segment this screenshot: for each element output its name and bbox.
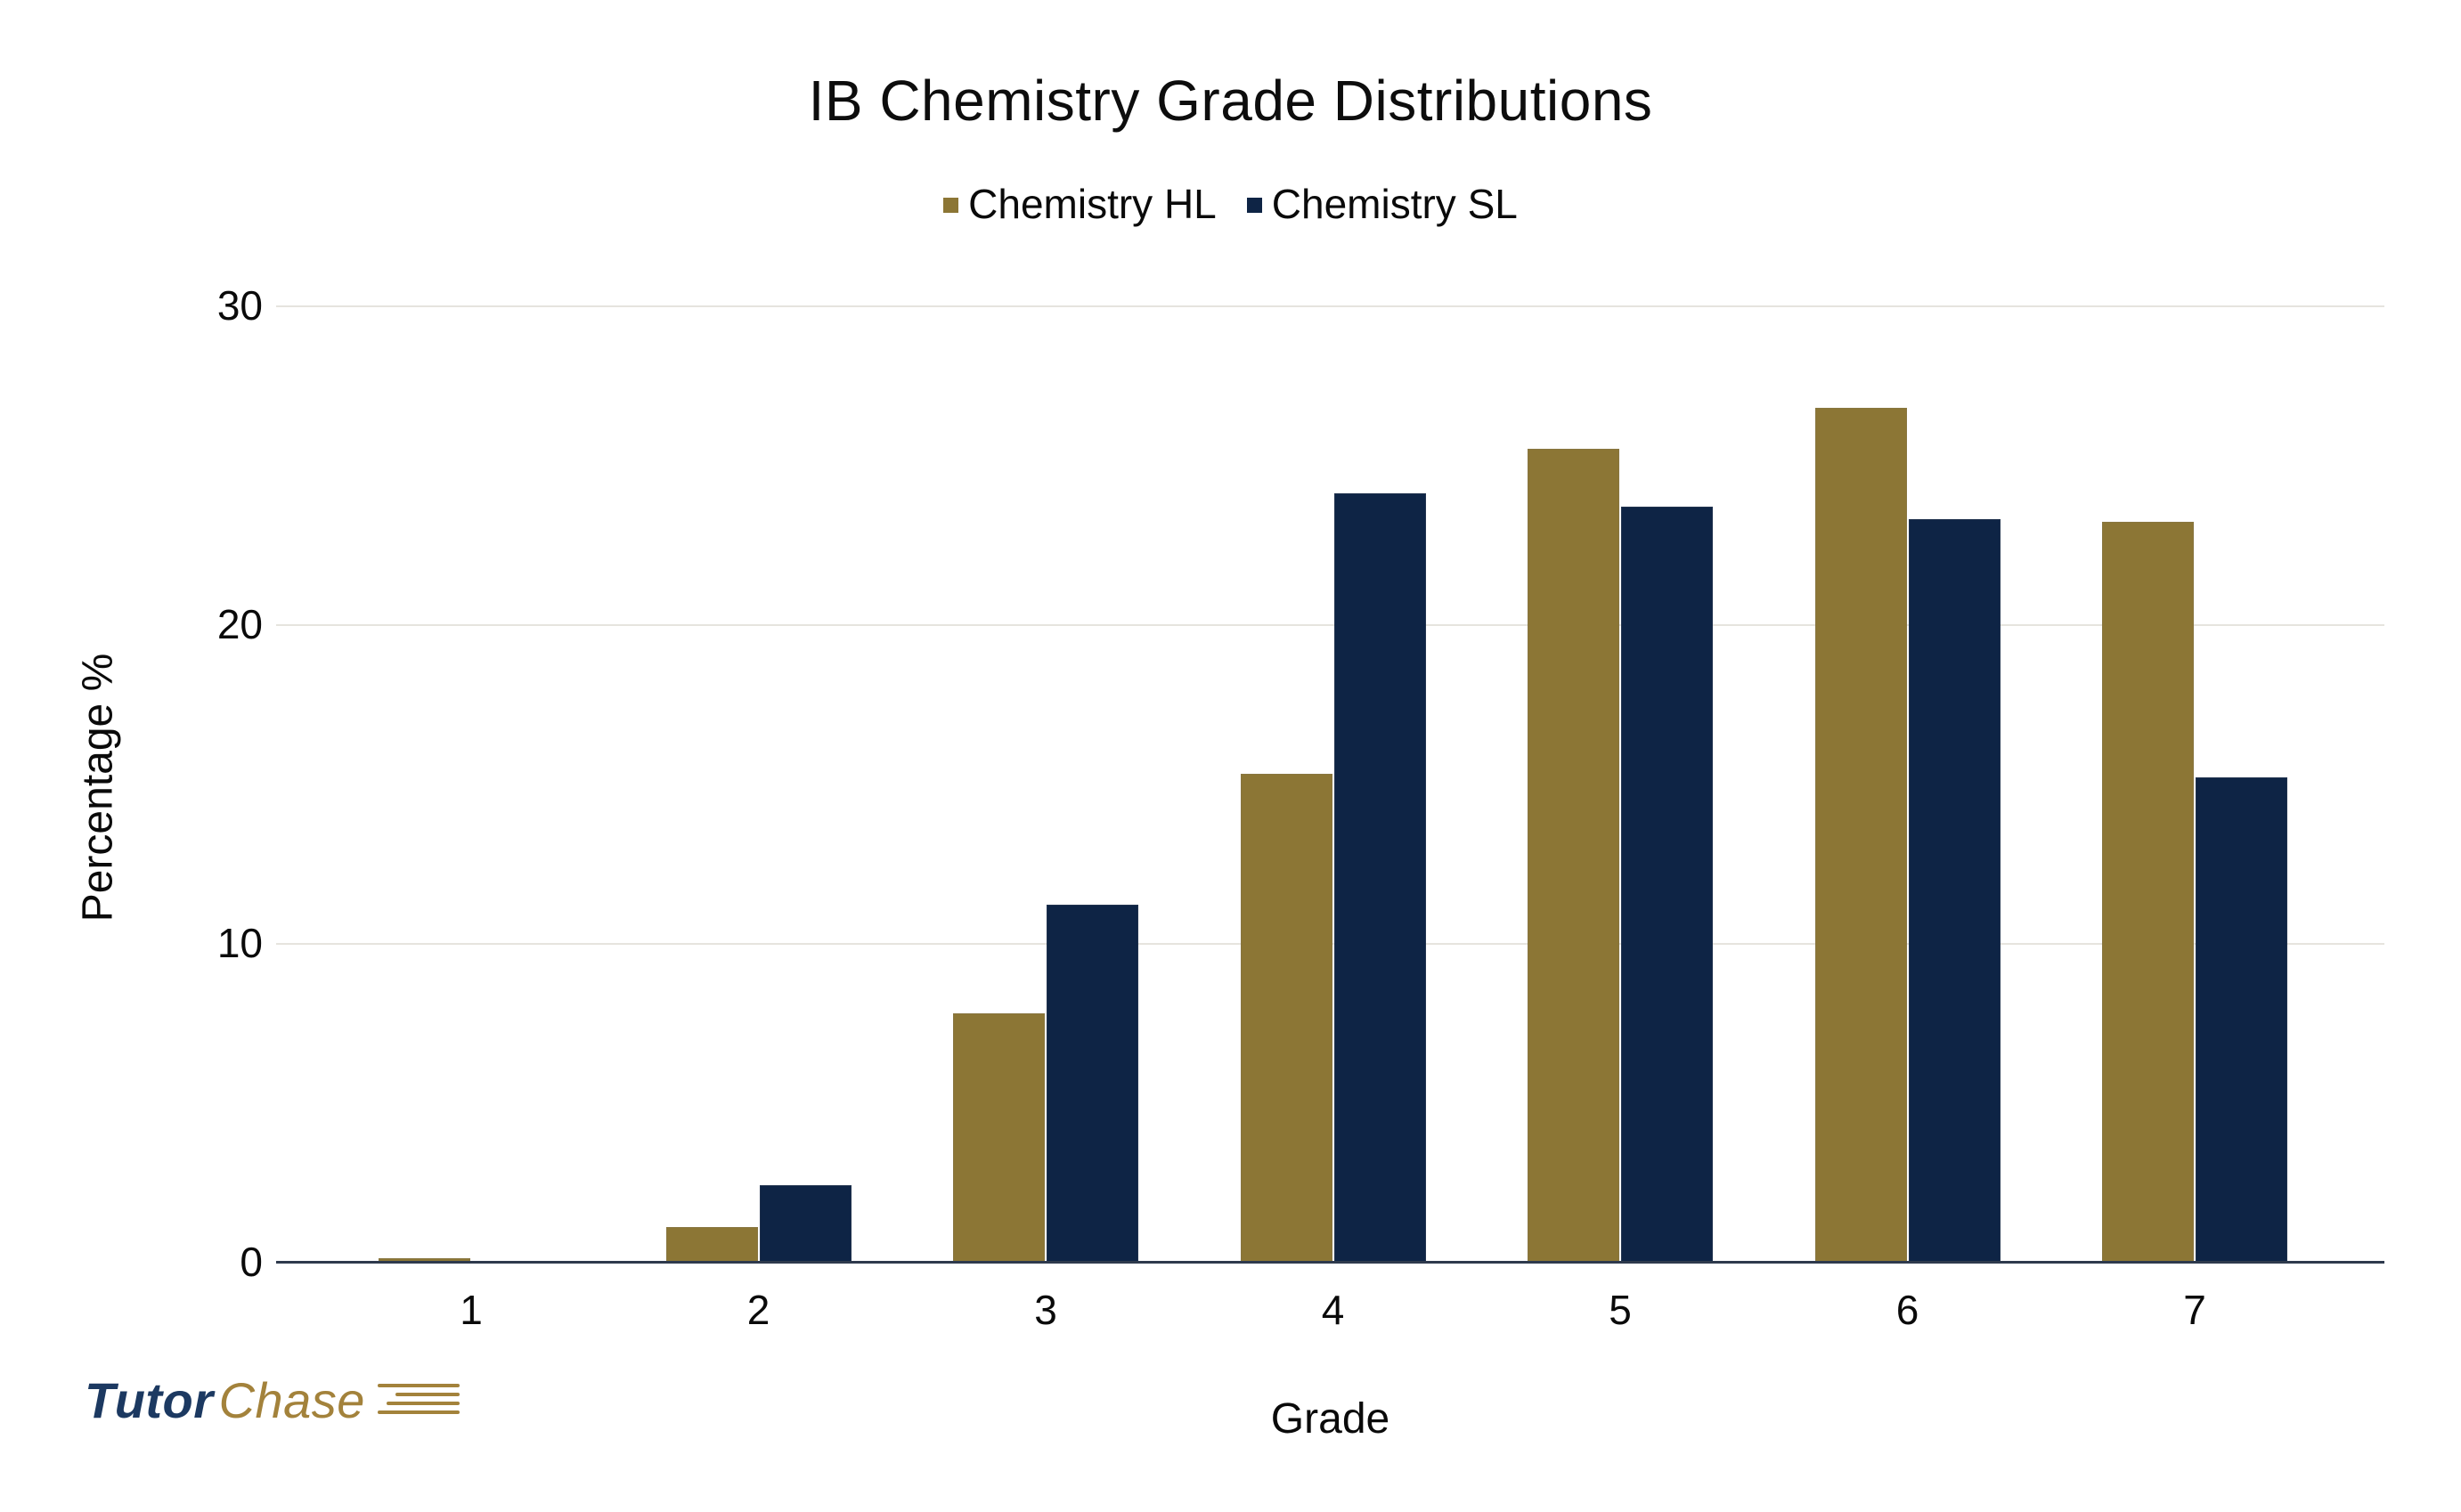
legend-item-chemistry-hl: Chemistry HL: [943, 180, 1217, 228]
bar-chemistry-sl-grade-3: [1047, 905, 1138, 1262]
logo-speedline-3: [386, 1401, 460, 1405]
bar-chemistry-hl-grade-3: [953, 1012, 1045, 1262]
bar-chemistry-hl-grade-4: [1240, 774, 1332, 1262]
bar-chemistry-sl-grade-2: [759, 1185, 852, 1262]
y-tick-label-0: 0: [240, 1239, 263, 1285]
bar-chemistry-hl-grade-2: [665, 1226, 758, 1262]
x-axis-line: [276, 1261, 2384, 1264]
x-tick-label-7: 7: [2183, 1287, 2206, 1333]
logo-speedline-2: [395, 1392, 460, 1396]
logo-speedline-1: [377, 1383, 460, 1387]
logo-text-tutor: Tutor: [85, 1372, 214, 1428]
y-axis-title: Percentage %: [74, 653, 122, 923]
legend-label-chemistry-hl: Chemistry HL: [968, 181, 1217, 227]
gridline-30: [276, 305, 2384, 307]
logo-speedlines-icon: [377, 1383, 460, 1418]
logo-text-chase: Chase: [218, 1372, 365, 1428]
chart-title: IB Chemistry Grade Distributions: [808, 69, 1653, 133]
legend: Chemistry HL Chemistry SL: [0, 180, 2461, 228]
x-tick-label-6: 6: [1895, 1287, 1919, 1333]
bar-chemistry-sl-grade-4: [1333, 493, 1426, 1262]
plot-area: [276, 305, 2384, 1264]
bar-chemistry-hl-grade-5: [1528, 449, 1619, 1262]
gridline-20: [276, 624, 2384, 626]
bar-chemistry-hl-grade-7: [2102, 522, 2194, 1262]
bar-chemistry-sl-grade-5: [1621, 506, 1713, 1262]
x-axis-title: Grade: [1270, 1395, 1390, 1443]
y-tick-label-10: 10: [216, 920, 263, 966]
bar-chemistry-hl-grade-6: [1814, 407, 1907, 1262]
y-tick-label-30: 30: [216, 282, 263, 329]
bar-chemistry-hl-grade-1: [379, 1258, 470, 1262]
legend-item-chemistry-sl: Chemistry SL: [1246, 180, 1518, 228]
bar-chemistry-sl-grade-7: [2196, 776, 2287, 1262]
legend-label-chemistry-sl: Chemistry SL: [1271, 181, 1518, 227]
x-tick-label-2: 2: [746, 1287, 770, 1333]
tutorchase-logo: Tutor Chase: [85, 1371, 460, 1429]
x-tick-label-5: 5: [1609, 1287, 1632, 1333]
x-tick-label-1: 1: [460, 1287, 483, 1333]
legend-swatch-chemistry-sl: [1246, 197, 1262, 213]
bar-chemistry-sl-grade-6: [1908, 518, 2001, 1262]
legend-swatch-chemistry-hl: [943, 197, 959, 213]
logo-speedline-4: [377, 1410, 460, 1414]
y-tick-label-20: 20: [216, 601, 263, 647]
x-tick-label-3: 3: [1034, 1287, 1057, 1333]
x-tick-label-4: 4: [1321, 1287, 1345, 1333]
